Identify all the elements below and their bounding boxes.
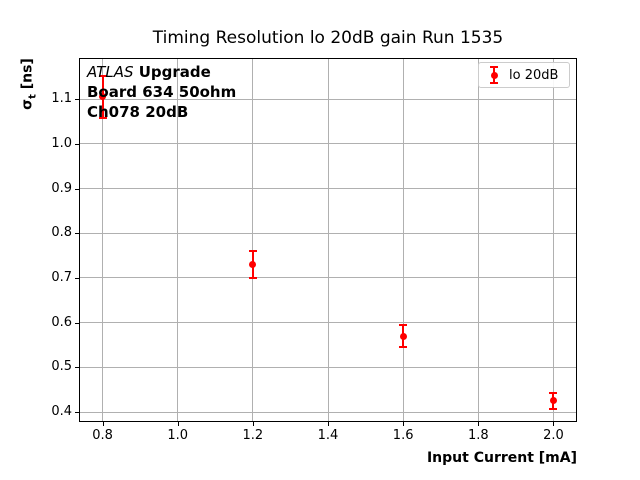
x-axis-tick [177,422,179,426]
annotation-atlas: ATLAS [87,63,134,81]
gridline-vertical [102,59,104,421]
y-tick-label: 1.1 [51,91,72,107]
errorbar-cap-bottom [549,407,558,410]
y-tick-label: 0.6 [51,314,72,330]
x-tick-label: 1.6 [392,428,414,443]
data-point [249,261,257,269]
data-point [549,397,557,405]
data-point [399,332,407,340]
x-axis-tick [478,422,480,426]
x-tick-label: 0.8 [92,428,113,443]
annotation-line-2: Board 634 50ohm [87,83,237,101]
y-axis-tick [75,143,79,145]
x-tick-label: 1.4 [317,428,339,443]
x-axis-tick [328,422,329,426]
y-tick-label: 0.5 [51,359,72,375]
gridline-vertical [552,59,554,421]
gridline-vertical [177,59,179,421]
annotation-line-3: Ch078 20dB [87,103,189,121]
x-axis-tick [553,422,555,426]
x-tick-label: 2.0 [543,428,564,443]
y-axis-tick [75,322,79,324]
chart-title: Timing Resolution lo 20dB gain Run 1535 [152,28,504,48]
x-axis-tick [102,422,104,426]
y-tick-label: 0.7 [51,269,72,285]
annotation-line-1: ATLAS Upgrade [87,62,236,82]
errorbar-cap-top [399,323,408,326]
x-axis-label: Input Current [mA] [426,450,577,466]
plot-area [79,58,577,422]
y-axis-tick [75,412,79,414]
data-point [99,93,107,101]
x-tick-label: 1.2 [242,428,264,443]
gridline-vertical [327,59,329,421]
errorbar-cap-bottom [399,346,408,349]
errorbar-cap-top [549,391,558,394]
y-tick-label: 0.9 [51,180,72,196]
gridline-vertical [402,59,404,421]
y-axis-tick [75,277,79,279]
y-tick-label: 1.0 [51,135,72,151]
x-tick-label: 1.0 [167,428,189,443]
y-tick-label: 0.4 [51,404,72,420]
legend-entry-label: lo 20dB [509,67,559,83]
gridline-vertical [252,59,254,421]
y-tick-label: 0.8 [51,225,72,241]
errorbar-cap-bottom [248,277,257,280]
errorbar-marker-icon [488,66,500,84]
errorbar-cap-top [248,249,257,252]
annotation-upgrade: Upgrade [133,63,211,81]
y-axis-label-units: [ns] [19,58,36,95]
y-axis-tick [75,99,79,101]
y-axis-tick [75,367,79,369]
legend-box: lo 20dB [478,62,570,88]
y-axis-tick [75,188,79,190]
x-tick-label: 1.8 [467,428,489,443]
annotation-text: ATLAS Upgrade Board 634 50ohm Ch078 20dB [87,62,236,122]
x-axis-tick [252,422,254,426]
gridline-vertical [477,59,479,421]
errorbar-cap-top [98,75,107,78]
x-axis-tick [403,422,405,426]
y-axis-tick [75,233,79,235]
errorbar-cap-bottom [98,116,107,119]
